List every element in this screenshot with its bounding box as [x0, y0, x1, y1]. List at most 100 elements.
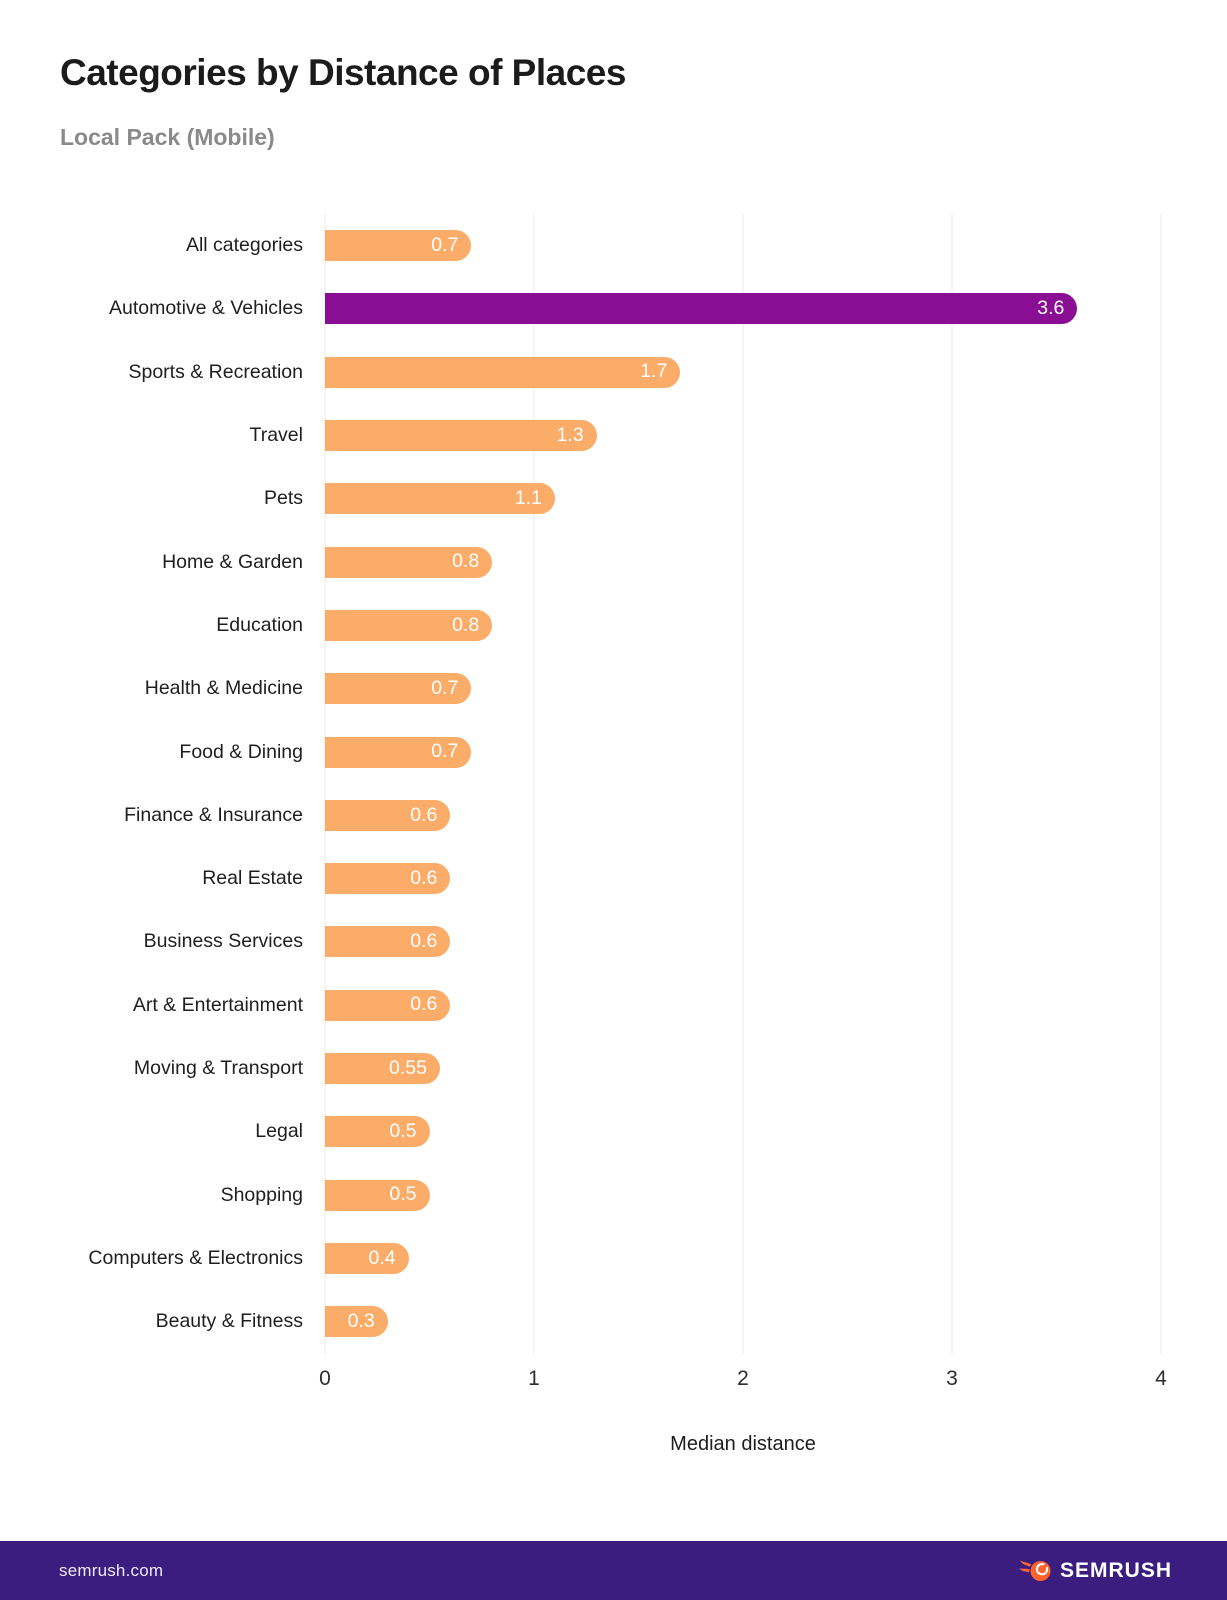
bar-row: Legal 0.5 [0, 1100, 1227, 1163]
category-label: Business Services [143, 930, 303, 953]
x-axis-label: Median distance [670, 1433, 816, 1456]
bar: 0.4 [325, 1242, 409, 1274]
x-tick: 2 [737, 1367, 749, 1391]
chart-subtitle: Local Pack (Mobile) [60, 124, 275, 150]
bar-row: Pets 1.1 [0, 467, 1227, 530]
bar-value-label: 0.6 [410, 866, 438, 889]
bar-value-label: 0.7 [431, 233, 459, 256]
bar-row: Shopping 0.5 [0, 1163, 1227, 1226]
bar: 3.6 [325, 293, 1078, 325]
bar-track: 0.6 [325, 926, 1161, 958]
bar-value-label: 0.5 [389, 1120, 417, 1143]
bar-track: 0.6 [325, 863, 1161, 895]
bar-track: 3.6 [325, 293, 1161, 325]
x-tick: 1 [528, 1367, 540, 1391]
bar-track: 1.3 [325, 420, 1161, 452]
bar-value-label: 0.8 [452, 613, 480, 636]
category-label: All categories [185, 234, 303, 257]
bar-track: 0.3 [325, 1306, 1161, 1338]
bar-value-label: 0.8 [452, 550, 480, 573]
bar-row: Moving & Transport 0.55 [0, 1037, 1227, 1100]
category-label: Pets [263, 487, 303, 510]
semrush-flame-ball-icon [1019, 1559, 1051, 1581]
category-label: Finance & Insurance [124, 803, 303, 826]
bar-chart: All categories 0.7 Automotive & Vehicles 3.… [0, 214, 1227, 1456]
gridline [533, 214, 535, 1354]
semrush-logo: SEMRUSH [1019, 1557, 1172, 1585]
bar: 0.6 [325, 989, 451, 1021]
bar-row: Art & Entertainment 0.6 [0, 974, 1227, 1037]
bar-row: Automotive & Vehicles 3.6 [0, 277, 1227, 340]
bar-track: 0.7 [325, 230, 1161, 262]
bar-value-label: 0.6 [410, 803, 438, 826]
bar-track: 0.6 [325, 799, 1161, 831]
bar-row: Business Services 0.6 [0, 910, 1227, 973]
bar-row: Computers & Electronics 0.4 [0, 1227, 1227, 1290]
bar-rows: All categories 0.7 Automotive & Vehicles 3.… [0, 214, 1227, 1353]
bar-value-label: 0.4 [368, 1246, 396, 1269]
bar-row: Beauty & Fitness 0.3 [0, 1290, 1227, 1353]
footer: semrush.com SEMRUSH [0, 1541, 1227, 1600]
bar-track: 0.55 [325, 1053, 1161, 1084]
bar-value-label: 0.6 [410, 930, 438, 953]
bar-row: Sports & Recreation 1.7 [0, 341, 1227, 404]
category-label: Travel [249, 424, 303, 447]
gridlines [324, 214, 1162, 1354]
bar-track: 0.5 [325, 1179, 1161, 1211]
bar-track: 0.8 [325, 609, 1161, 641]
category-label: Art & Entertainment [132, 993, 303, 1016]
bar-track: 0.4 [325, 1242, 1161, 1274]
bar-row: Food & Dining 0.7 [0, 720, 1227, 783]
gridline [1160, 214, 1162, 1354]
bar: 0.7 [325, 230, 472, 262]
bar-track: 0.6 [325, 989, 1161, 1021]
x-axis: 0 1 2 3 4 [319, 1353, 1167, 1399]
bar-value-label: 1.7 [640, 360, 668, 383]
bar: 0.5 [325, 1179, 430, 1211]
gridline [324, 214, 326, 1354]
bar-value-label: 0.55 [388, 1056, 427, 1079]
bar: 0.5 [325, 1116, 430, 1148]
category-label: Beauty & Fitness [155, 1310, 303, 1333]
bar: 1.1 [325, 483, 555, 515]
bar-row: Travel 1.3 [0, 404, 1227, 467]
bar: 1.3 [325, 420, 597, 452]
category-label: Health & Medicine [144, 677, 303, 700]
bar: 0.8 [325, 546, 493, 578]
gridline [951, 214, 953, 1354]
bar-track: 1.1 [325, 483, 1161, 515]
bar-track: 0.7 [325, 736, 1161, 768]
bar: 0.7 [325, 736, 472, 768]
category-label: Shopping [220, 1183, 303, 1206]
bar-value-label: 1.1 [514, 487, 542, 510]
category-label: Legal [255, 1120, 303, 1143]
bar-track: 0.5 [325, 1116, 1161, 1148]
bar: 0.6 [325, 799, 451, 831]
category-label: Sports & Recreation [128, 360, 303, 383]
bar-row: Real Estate 0.6 [0, 847, 1227, 910]
category-label: Automotive & Vehicles [108, 297, 303, 320]
bar: 0.7 [325, 673, 472, 705]
bar-row: Home & Garden 0.8 [0, 530, 1227, 593]
chart-title: Categories by Distance of Places [60, 52, 626, 93]
bar: 0.8 [325, 609, 493, 641]
semrush-wordmark: SEMRUSH [1059, 1558, 1172, 1582]
bar: 1.7 [325, 356, 681, 388]
bar: 0.3 [325, 1306, 388, 1338]
bar-value-label: 3.6 [1037, 297, 1065, 320]
bar: 0.6 [325, 926, 451, 958]
gridline [742, 214, 744, 1354]
category-label: Computers & Electronics [88, 1246, 303, 1269]
footer-site-url: semrush.com [59, 1560, 164, 1580]
bar-value-label: 0.5 [389, 1183, 417, 1206]
bar-value-label: 0.6 [410, 993, 438, 1016]
x-tick: 0 [319, 1367, 331, 1391]
bar-row: Education 0.8 [0, 594, 1227, 657]
category-label: Moving & Transport [133, 1057, 303, 1079]
category-label: Food & Dining [179, 740, 303, 763]
category-label: Education [216, 613, 303, 636]
bar-value-label: 0.7 [431, 740, 459, 763]
x-tick: 3 [946, 1367, 958, 1391]
bar-track: 0.8 [325, 546, 1161, 578]
bar-track: 1.7 [325, 356, 1161, 388]
